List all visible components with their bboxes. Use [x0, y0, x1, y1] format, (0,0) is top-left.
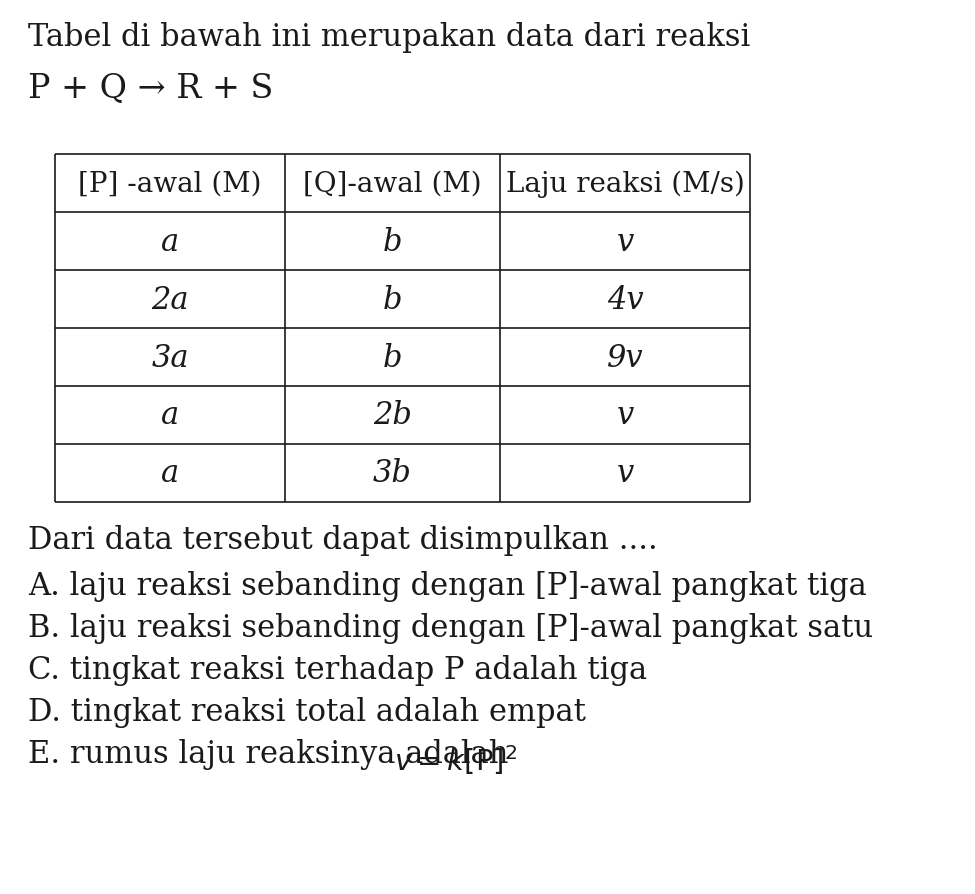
Text: 9v: 9v	[606, 342, 644, 373]
Text: 3a: 3a	[151, 342, 189, 373]
Text: b: b	[383, 342, 403, 373]
Text: 3b: 3b	[373, 458, 411, 489]
Text: A. laju reaksi sebanding dengan [P]-awal pangkat tiga: A. laju reaksi sebanding dengan [P]-awal…	[28, 570, 867, 602]
Text: [P] -awal (M): [P] -awal (M)	[78, 171, 261, 198]
Text: E. rumus laju reaksinya adalah: E. rumus laju reaksinya adalah	[28, 738, 519, 769]
Text: v: v	[616, 400, 634, 431]
Text: D. tingkat reaksi total adalah empat: D. tingkat reaksi total adalah empat	[28, 696, 586, 727]
Text: [Q]-awal (M): [Q]-awal (M)	[303, 171, 482, 198]
Text: a: a	[161, 226, 179, 257]
Text: Laju reaksi (M/s): Laju reaksi (M/s)	[506, 170, 745, 198]
Text: b: b	[383, 284, 403, 316]
Text: C. tingkat reaksi terhadap P adalah tiga: C. tingkat reaksi terhadap P adalah tiga	[28, 654, 647, 685]
Text: P + Q → R + S: P + Q → R + S	[28, 72, 273, 104]
Text: 4v: 4v	[606, 284, 644, 316]
Text: Tabel di bawah ini merupakan data dari reaksi: Tabel di bawah ini merupakan data dari r…	[28, 22, 751, 53]
Text: B. laju reaksi sebanding dengan [P]-awal pangkat satu: B. laju reaksi sebanding dengan [P]-awal…	[28, 612, 874, 644]
Text: v: v	[616, 458, 634, 489]
Text: b: b	[383, 226, 403, 257]
Text: a: a	[161, 458, 179, 489]
Text: 2a: 2a	[151, 284, 189, 316]
Text: Dari data tersebut dapat disimpulkan ....: Dari data tersebut dapat disimpulkan ...…	[28, 525, 658, 555]
Text: v: v	[616, 226, 634, 257]
Text: a: a	[161, 400, 179, 431]
Text: $v = k[\mathrm{P}]^2$: $v = k[\mathrm{P}]^2$	[394, 742, 517, 776]
Text: 2b: 2b	[373, 400, 411, 431]
